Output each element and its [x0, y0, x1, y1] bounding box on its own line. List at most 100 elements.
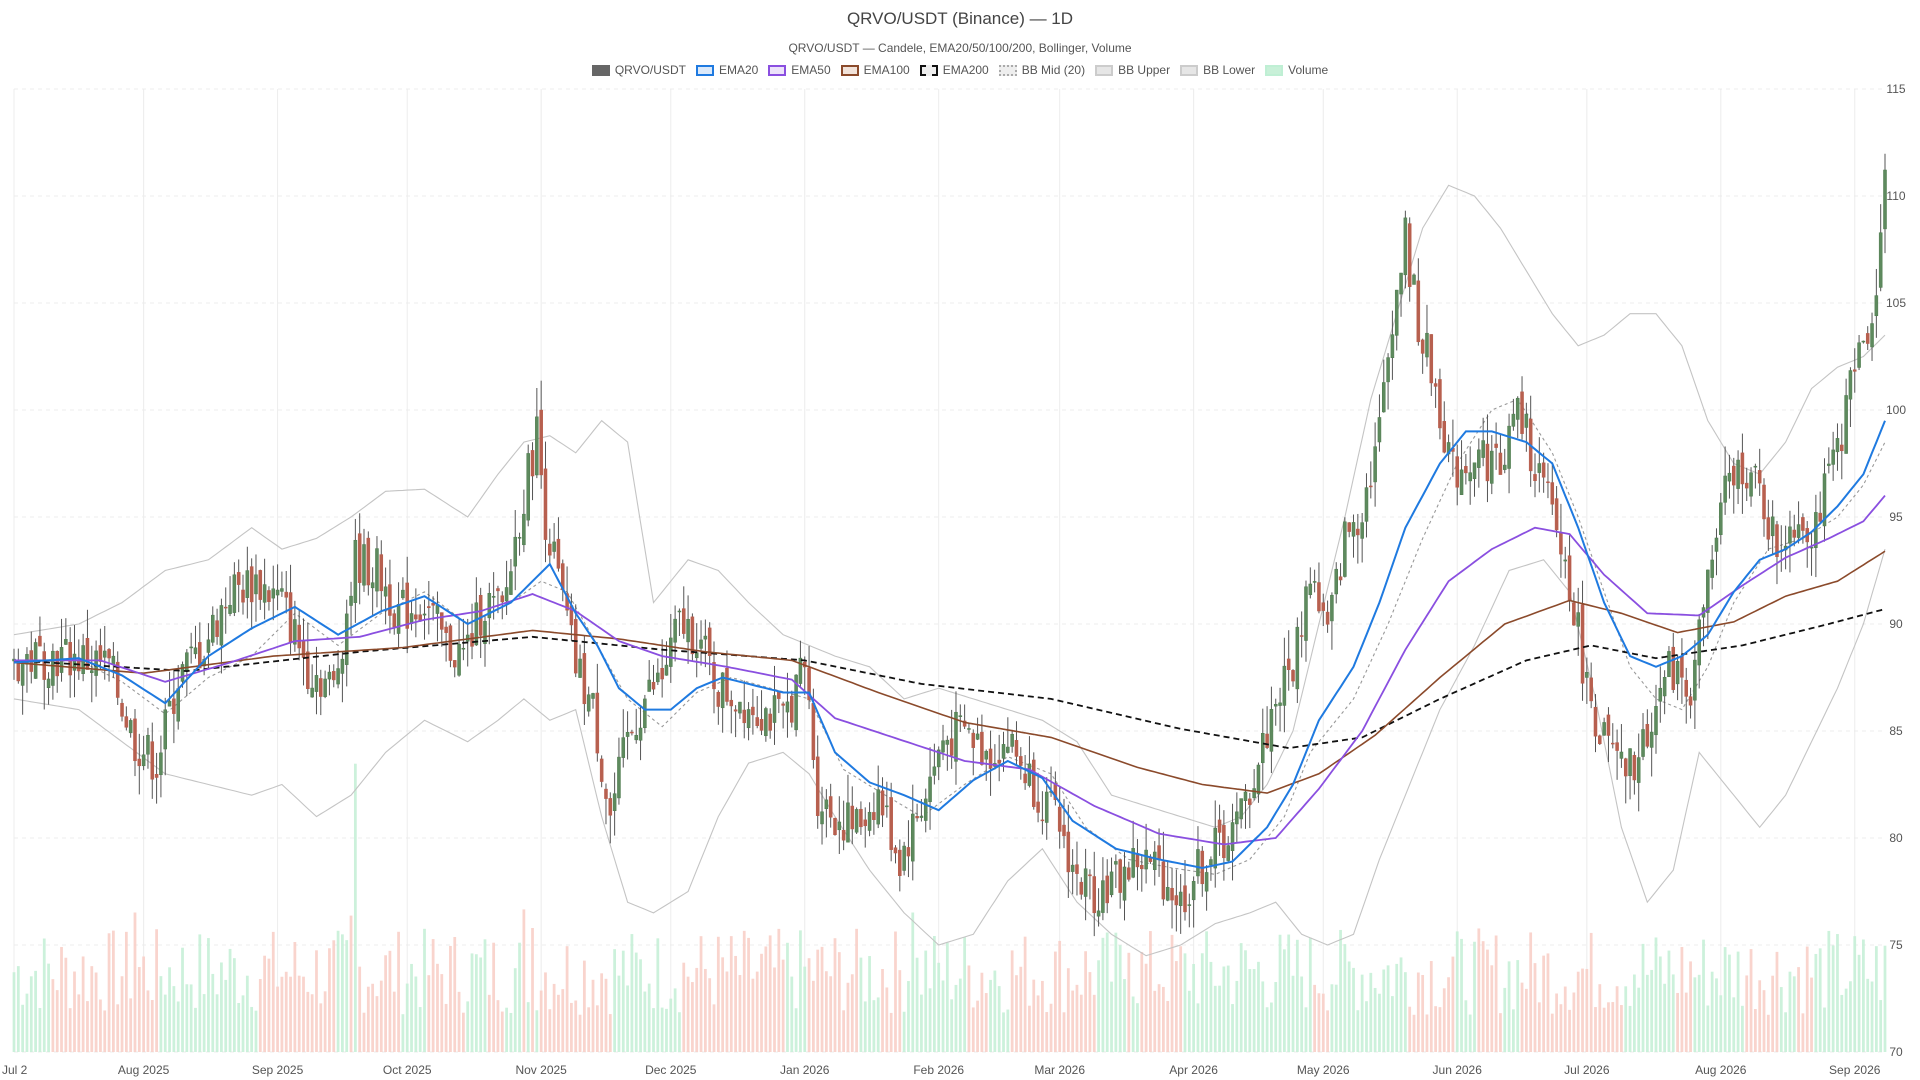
volume-bar: [1732, 997, 1736, 1052]
volume-bar: [12, 972, 16, 1052]
volume-bar: [1295, 939, 1299, 1052]
volume-bar: [1486, 949, 1489, 1052]
volume-bar: [401, 1014, 405, 1052]
volume-bar: [1589, 932, 1593, 1052]
volume-bar: [220, 962, 223, 1052]
volume-bar: [781, 959, 785, 1052]
volume-bar: [734, 955, 737, 1052]
volume-bar: [1490, 965, 1494, 1052]
candle-body: [388, 584, 392, 616]
legend-item-4[interactable]: EMA200: [919, 63, 989, 77]
candle-body: [604, 788, 608, 799]
candle-body: [1611, 742, 1615, 745]
volume-bar: [1092, 994, 1096, 1052]
volume-bar: [1853, 936, 1857, 1052]
candle-body: [621, 737, 626, 758]
candle-body: [1170, 887, 1174, 901]
volume-bar: [319, 1003, 323, 1052]
volume-bar: [643, 991, 647, 1052]
legend-item-3[interactable]: EMA100: [840, 63, 910, 77]
volume-bar: [1615, 986, 1619, 1052]
legend-swatch: [998, 64, 1017, 76]
volume-bar: [1775, 951, 1779, 1052]
volume-bar: [129, 998, 133, 1052]
legend-item-2[interactable]: EMA50: [768, 63, 831, 77]
candle-body: [612, 793, 617, 811]
candle-body: [876, 789, 880, 825]
candle-body: [794, 674, 798, 731]
volume-bar: [94, 972, 98, 1052]
volume-bar: [1507, 961, 1511, 1052]
legend-item-8[interactable]: Volume: [1265, 63, 1328, 77]
candle-body: [452, 660, 457, 668]
candle-body: [128, 720, 133, 734]
candle-body: [1066, 831, 1071, 873]
legend-item-6[interactable]: BB Upper: [1095, 63, 1170, 77]
candle-body: [1671, 646, 1676, 690]
volume-bar: [721, 957, 725, 1052]
volume-bar: [1862, 939, 1865, 1052]
volume-bar: [1684, 992, 1688, 1052]
volume-bar: [1313, 984, 1317, 1052]
legend-item-0[interactable]: QRVO/USDT: [591, 63, 686, 77]
volume-bar: [120, 976, 124, 1052]
candle-body: [1693, 659, 1697, 701]
candle-body: [111, 655, 116, 665]
candle-body: [526, 453, 530, 521]
volume-bar: [474, 954, 478, 1052]
candle-body: [1455, 456, 1459, 488]
volume-bar: [820, 946, 824, 1052]
volume-bar: [1512, 1009, 1515, 1052]
x-tick-label: May 2026: [1297, 1063, 1350, 1077]
candle-body: [880, 790, 885, 816]
candle-body: [902, 845, 906, 871]
candle-body: [1213, 827, 1218, 869]
legend-item-5[interactable]: BB Mid (20): [998, 63, 1085, 77]
volume-bar: [462, 1012, 465, 1052]
volume-bar: [211, 973, 215, 1052]
volume-bar: [1585, 968, 1589, 1052]
bb-upper-line: [13, 184, 1886, 828]
volume-bar: [924, 950, 928, 1052]
volume-bar: [1594, 1007, 1597, 1052]
volume-series: [12, 763, 1887, 1052]
candle-body: [461, 647, 466, 650]
candle-body: [431, 602, 435, 606]
legend-item-1[interactable]: EMA20: [695, 63, 758, 77]
candle-body: [1883, 169, 1887, 230]
candle-body: [366, 537, 371, 586]
candle-body: [392, 613, 397, 628]
volume-bar: [509, 1012, 513, 1052]
candle-body: [370, 582, 375, 589]
volume-bar: [747, 937, 750, 1052]
volume-bar: [1654, 937, 1658, 1052]
candle-body: [457, 643, 461, 676]
volume-bar: [1840, 994, 1844, 1052]
candle-body: [1861, 340, 1866, 343]
candle-body: [1485, 443, 1490, 482]
candle-body: [427, 606, 431, 609]
candle-body: [1239, 798, 1243, 820]
candle-body: [1420, 339, 1425, 354]
candle-body: [872, 812, 876, 820]
volume-bar: [1849, 981, 1852, 1052]
volume-bar: [202, 994, 206, 1052]
volume-bar: [604, 978, 608, 1052]
candle-body: [102, 650, 107, 658]
candle-body: [725, 667, 729, 702]
volume-bar: [954, 984, 958, 1052]
candle-body: [1732, 465, 1736, 486]
volume-bar: [837, 952, 841, 1052]
candle-body: [543, 468, 548, 540]
volume-bar: [492, 942, 496, 1052]
volume-bar: [176, 1001, 180, 1052]
candle-body: [1325, 611, 1330, 625]
volume-bar: [1170, 934, 1174, 1052]
volume-bar: [315, 950, 318, 1052]
legend-item-7[interactable]: BB Lower: [1180, 63, 1255, 77]
volume-bar: [1015, 975, 1018, 1052]
candle-body: [1757, 470, 1762, 484]
candle-body: [1827, 463, 1831, 466]
volume-bar: [112, 930, 115, 1052]
candle-body: [1572, 602, 1576, 626]
